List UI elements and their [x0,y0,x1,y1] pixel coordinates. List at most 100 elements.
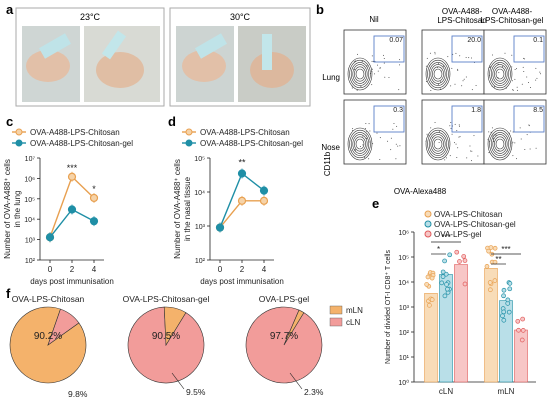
flow-dot [362,144,364,146]
flow-dot [457,68,459,70]
flow-dot [514,142,516,144]
flow-dot [471,57,473,59]
data-dot [500,313,505,319]
flow-contour [487,127,513,161]
data-dot [427,302,432,308]
flow-dot [461,85,463,87]
flow-xlabel: OVA-Alexa488 [394,187,447,196]
y-tick-label: 10¹ [399,355,410,362]
data-dot [488,245,494,250]
legend-marker [15,139,23,147]
flow-contour [490,62,510,86]
flow-dot [511,143,513,145]
flow-contour [433,138,443,150]
flow-dot [425,65,427,67]
flow-dot [383,57,385,59]
significance-mark: *** [441,233,450,242]
flow-dot [376,132,378,134]
flow-dot [539,71,541,73]
flow-contour [494,66,506,82]
data-dot [519,337,525,343]
significance-mark: *** [67,163,78,173]
flow-dot [522,66,524,68]
x-tick-label: 2 [240,265,245,274]
tube-icon [195,33,227,59]
flow-dot [366,65,368,67]
flow-dot [453,142,455,144]
flow-dot [456,130,458,132]
flow-contour [432,136,444,152]
tube-icon [262,34,272,70]
flow-dot [495,134,497,136]
flow-dot [360,150,362,152]
flow-dot [397,145,399,147]
flow-dot [380,67,382,69]
flow-dot [491,85,493,87]
y-axis-label: Number of divided OT-I CD8⁺ T cells [385,250,392,364]
flow-dot [456,156,458,158]
data-dot [486,248,491,254]
flow-dot [504,52,506,54]
flow-contour [428,132,448,156]
data-dot [515,318,521,324]
flow-dot [519,127,521,129]
flow-dot [512,131,514,133]
flow-dot [516,68,518,70]
flow-dot [466,157,468,159]
flow-contour [355,68,365,80]
flow-dot [365,122,367,124]
flow-dot [493,139,495,141]
flow-contour [487,57,513,91]
flow-dot [462,80,464,82]
flow-dot [371,55,373,57]
flow-dot [444,159,446,161]
y-tick-label: 10⁵ [194,156,205,163]
hand-icon [182,50,226,82]
chart-lung: 10² 10³ 10⁴ 10⁵ 10⁶ 10⁷ 0 2 4 days post immunisat… [3,128,133,286]
flow-contour [495,68,505,80]
flow-gate [373,35,405,63]
flow-dot [540,73,542,75]
legend-label: OVA-A488-LPS-Chitosan [200,128,290,137]
chart-nasal: 10² 10³ 10⁴ 10⁵ 0 2 4 days post immunisation Num… [173,128,303,286]
y-tick-label: 10⁴ [398,280,409,287]
flow-dot [445,157,447,159]
y-tick-label: 10³ [399,305,410,312]
flow-dot [364,128,366,130]
x-axis-label: days post immunisation [30,277,114,286]
flow-dot [516,158,518,160]
flow-contour [433,68,443,80]
data-dot [425,274,431,280]
flow-contour [492,64,508,84]
flow-dot [439,88,441,90]
flow-dot [493,137,495,139]
data-dot [454,249,460,255]
flow-dot [528,81,530,83]
pie-slice [163,306,187,346]
flow-dot [516,89,518,91]
flow-dot [368,158,370,160]
flow-gate-value: 0.3 [393,107,403,114]
flow-dot [354,68,356,70]
data-dot [501,309,507,315]
flow-dot [370,73,372,75]
temp-label-23c: 23°C [80,12,101,22]
flow-contour [489,59,511,89]
flow-dot [426,57,428,59]
flow-dot [451,67,453,69]
flow-dot [437,83,439,85]
panel-letter-e: e [372,196,379,211]
data-dot [507,286,513,292]
data-dot [445,286,450,292]
flow-dot [524,58,526,60]
data-dot [488,287,493,293]
data-dot [507,281,513,286]
legend-label: cLN [346,318,360,327]
flow-dot [520,138,522,140]
flow-gate-value: 0.07 [389,37,403,44]
flow-contour [347,57,373,91]
flow-contour [430,64,446,84]
bar-OVA-LPS-Chitosan [424,293,438,383]
flow-contour [428,62,448,86]
flow-col-chitosan-l1: OVA-A488- [442,7,483,16]
